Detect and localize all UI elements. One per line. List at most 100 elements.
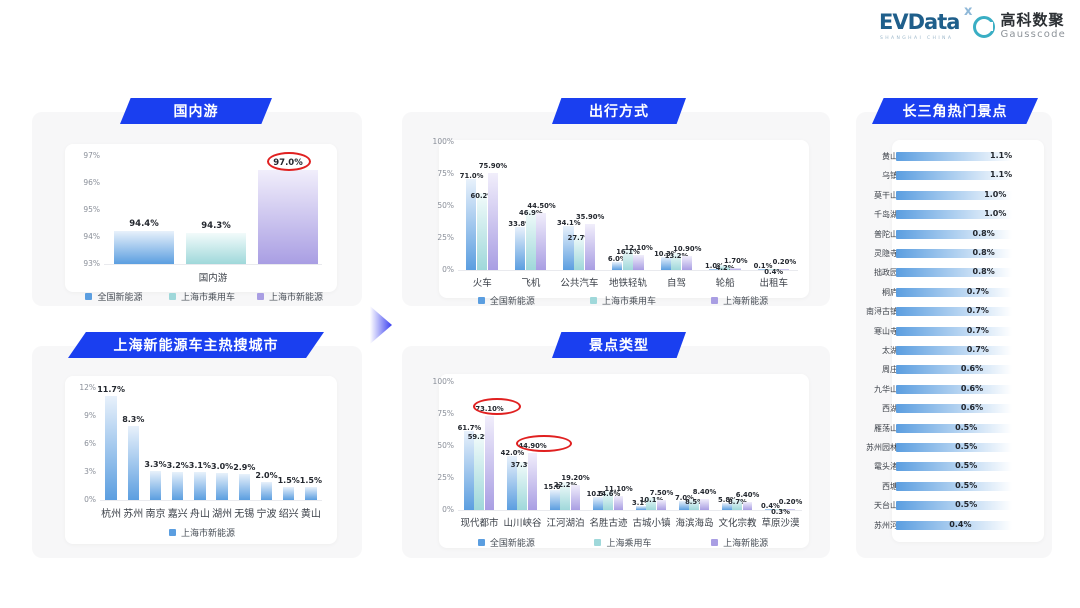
value-label: 12.10% [624, 243, 653, 252]
bar-attraction-type-6-0 [722, 502, 732, 510]
ranking-item-label: 莫干山 [874, 190, 898, 200]
gausscode-name-en: Gausscode [1000, 29, 1066, 40]
legend-label: 全国新能源 [489, 297, 535, 307]
legend-label: 上海市乘用车 [180, 293, 235, 303]
category-label: 湖州 [212, 509, 233, 520]
ranking-item-label: 拙政园 [874, 268, 898, 278]
category-label: 海滨海岛 [675, 518, 714, 529]
bar-travel-mode-2-1 [574, 234, 585, 270]
bar-travel-mode-6-0 [757, 269, 768, 270]
value-label: 5.8% [718, 495, 737, 504]
y-axis-tick-label: 50% [437, 201, 454, 210]
panel-domestic-travel: 国内游 93% 94% 95% 96% 97% 94.4% 94.3% 97.0% 国内游 全国新… [32, 98, 362, 306]
bar-travel-mode-5-2 [730, 267, 741, 270]
legend-item[interactable]: 全国新能源 [448, 536, 565, 549]
value-label: 8.40% [692, 488, 717, 497]
ranking-item-value: 0.5% [955, 422, 978, 432]
value-label: 44.50% [527, 202, 556, 211]
y-axis-tick-label: 0% [84, 495, 96, 504]
legend-label: 上海新能源 [723, 539, 769, 549]
legend-item[interactable]: 上海乘用车 [565, 536, 682, 549]
value-label: 6.0% [607, 255, 627, 264]
ranking-item-bar [896, 210, 1012, 220]
legend-item[interactable]: 全国新能源 [448, 294, 565, 307]
gausscode-mark-icon [973, 15, 996, 38]
ranking-item-label: 千岛湖 [874, 210, 898, 220]
ranking-item-label: 天台山 [874, 501, 898, 511]
value-label: 2.9% [233, 463, 256, 473]
value-label: 34.1% [556, 219, 581, 228]
value-label: 14.6% [596, 490, 621, 499]
legend-item[interactable]: 上海新能源 [681, 294, 798, 307]
bar-attraction-type-7-1 [775, 509, 785, 510]
highlight-ellipse [472, 398, 521, 416]
bar-attraction-type-6-2 [742, 501, 753, 510]
value-label: 3.1% [632, 499, 651, 508]
ranking-item-value: 0.4% [949, 519, 972, 529]
ranking-item-value: 0.7% [966, 345, 989, 354]
brand-logos: EVData x SHANGHAI CHINA 高科数聚 Gausscode [879, 5, 1066, 41]
bar-city-0 [105, 396, 117, 500]
value-label: 11.10% [604, 484, 633, 493]
category-label: 黄山 [300, 509, 321, 520]
ranking-item-label: 苏州园林 [866, 443, 898, 452]
bar-domestic-0 [114, 231, 174, 264]
bar-attraction-type-0-2 [484, 416, 495, 510]
bar-attraction-type-7-2 [785, 509, 796, 510]
legend-swatch [477, 297, 485, 304]
bar-travel-mode-3-1 [622, 249, 633, 270]
value-label: 0.1% [753, 262, 773, 271]
bar-city-1 [127, 426, 140, 500]
bar-domestic-2 [258, 170, 318, 264]
highlight-ellipse [515, 434, 572, 452]
value-label: 1.5% [299, 475, 322, 485]
bar-attraction-type-4-0 [636, 506, 646, 510]
legend-swatch [594, 539, 602, 546]
y-axis-tick-label: 0% [442, 505, 454, 514]
legend-item[interactable]: 上海新能源 [681, 536, 798, 549]
y-axis-tick-label: 97% [83, 151, 100, 160]
legend-item[interactable]: 上海市乘用车 [565, 294, 682, 307]
bar-attraction-type-6-1 [732, 498, 742, 510]
bar-travel-mode-5-1 [719, 264, 730, 270]
category-label: 轮船 [715, 278, 735, 289]
legend-item[interactable]: 上海市乘用车 [158, 290, 246, 303]
bar-city-5 [216, 473, 228, 500]
ranking-item-value: 0.7% [966, 286, 989, 296]
category-label: 杭州 [101, 509, 122, 520]
ranking-item-value: 1.1% [990, 151, 1013, 160]
bar-travel-mode-1-2 [536, 213, 547, 270]
bar-attraction-type-5-2 [699, 499, 710, 510]
legend-item[interactable]: 全国新能源 [70, 290, 158, 303]
bar-attraction-type-3-2 [613, 495, 624, 510]
bar-attraction-type-2-1 [560, 481, 570, 510]
bar-attraction-type-1-1 [517, 462, 527, 510]
category-label: 江河湖泊 [546, 518, 585, 529]
value-label: 0.3% [771, 508, 790, 517]
value-label: 1.70% [724, 256, 748, 265]
ranking-item-bar [896, 520, 1012, 530]
category-label: 文化宗教 [718, 518, 757, 529]
value-label: 60.2% [470, 191, 495, 200]
panel-yangtze-delta-attractions: 长三角热门景点 黄山 1.1% 乌镇 1.1% 莫干山 1.0% 千岛湖 1.0% 普陀山 0.8… [856, 98, 1052, 558]
bar-attraction-type-4-2 [656, 500, 667, 510]
ranking-item-label: 普陀山 [874, 229, 898, 239]
bar-attraction-type-7-0 [765, 509, 775, 510]
bar-travel-mode-6-1 [768, 269, 779, 270]
ranking-item-label: 西塘 [882, 481, 898, 491]
bar-city-2 [149, 470, 162, 500]
legend-item[interactable]: 上海市新能源 [132, 526, 272, 539]
bar-attraction-type-1-0 [507, 456, 517, 510]
value-label: 0.20% [778, 498, 803, 507]
ranking-item-value: 0.6% [960, 364, 984, 374]
legend-item[interactable]: 上海市新能源 [246, 290, 334, 303]
chart-baseline [458, 270, 798, 271]
evdata-wordmark: EVData x [879, 5, 972, 33]
ranking-item-label: 鼋头渚 [874, 462, 898, 472]
value-label: 42.0% [500, 449, 525, 458]
category-label: 宁波 [256, 509, 277, 520]
y-axis-tick-label: 6% [84, 439, 96, 448]
y-axis-tick-label: 100% [432, 377, 454, 386]
ranking-item-bar [896, 287, 1012, 297]
category-label: 南京 [145, 509, 166, 520]
